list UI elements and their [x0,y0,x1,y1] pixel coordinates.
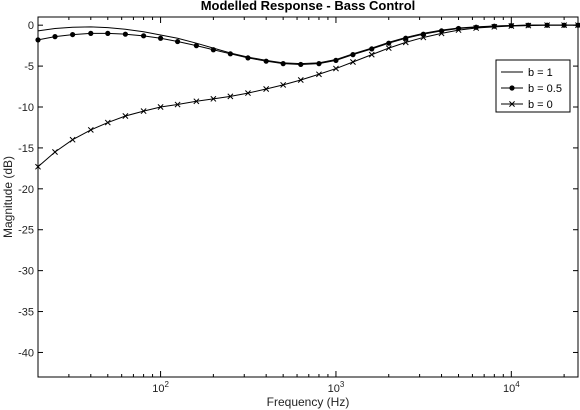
legend-item: b = 0.5 [501,83,562,95]
data-point-x [544,22,551,29]
legend-item: b = 1 [501,67,553,79]
y-axis: 0 -5 -10 -15 -20 -25 -30 -35 -40 [18,20,578,359]
data-point-circle [88,30,94,36]
data-point-x [491,23,498,30]
y-axis-label: Magnitude (dB) [1,156,15,238]
data-point-x [174,101,181,108]
y-tick-label: -35 [18,307,34,319]
y-tick-label: -15 [18,143,34,155]
data-point-circle [174,38,181,45]
data-point-x [157,104,164,110]
data-point-x [104,119,111,126]
data-point-circle [122,31,128,37]
data-point-x [438,30,445,37]
legend-box [495,59,571,113]
data-point-x [280,81,287,88]
data-point-circle [263,58,269,64]
data-point-circle [140,33,147,39]
data-point-x [402,39,409,46]
data-point-circle [316,61,322,67]
data-point-circle [35,37,41,43]
y-tick-label: -25 [18,225,34,237]
data-point-x [509,101,515,107]
data-point-x [473,25,480,31]
data-point-x [87,126,94,133]
data-point-circle [157,35,164,41]
y-tick-label: -40 [18,347,34,359]
data-point-x [316,71,322,78]
data-point-x [561,22,568,29]
data-point-circle [280,61,286,67]
data-point-x [122,113,129,119]
data-point-circle [386,40,392,46]
data-point-x [420,34,427,41]
data-point-circle [69,31,76,38]
data-point-x [35,163,41,170]
data-point-circle [369,46,375,52]
y-tick-label: -5 [24,61,34,73]
data-point-x [332,65,339,72]
series-layer [35,22,580,170]
legend-item: b = 0 [501,99,553,111]
data-point-circle [52,34,58,40]
x-tick-label: 102 [152,380,169,395]
data-point-x [385,45,392,52]
data-point-circle [473,24,479,30]
legend: b = 1 b = 0.5 b = 0 [495,59,571,113]
series-line [37,24,578,168]
data-point-x [227,93,234,100]
data-point-x [69,136,76,143]
data-point-x [263,86,270,92]
legend-label: b = 0.5 [528,83,562,95]
y-tick-label: -20 [18,184,34,196]
data-point-circle [210,47,216,53]
x-tick-exponent: 2 [164,380,169,389]
x-tick-base: 10 [503,383,515,395]
x-tick-label: 104 [503,380,520,395]
data-point-x [508,23,515,29]
chart-title: Modelled Response - Bass Control [201,0,416,13]
data-point-x [140,108,147,115]
data-point-circle [227,51,233,57]
plot-area [37,16,579,378]
data-point-circle [509,85,515,91]
legend-label: b = 1 [528,67,553,79]
x-tick-exponent: 3 [340,380,345,389]
data-point-circle [403,35,409,41]
data-point-circle [245,55,251,61]
data-point-x [455,27,462,34]
data-point-circle [105,30,111,36]
data-point-circle [193,43,199,49]
data-point-x [368,51,375,58]
data-point-circle [350,52,356,58]
y-tick-label: 0 [28,20,34,32]
data-point-circle [333,57,339,63]
series-2 [35,22,580,170]
data-point-circle [298,61,304,68]
data-point-x [297,77,304,83]
series-line [37,24,578,65]
y-tick-label: -10 [18,102,34,114]
data-point-x [193,98,200,105]
x-axis-label: Frequency (Hz) [267,395,350,409]
x-tick-exponent: 4 [515,380,520,389]
x-axis: 102 103 104 [37,17,565,395]
data-point-x [245,90,251,97]
x-tick-label: 103 [328,380,345,395]
y-tick-label: -30 [18,266,34,278]
data-point-x [525,22,532,29]
data-point-x [210,95,217,102]
data-point-x [349,59,356,65]
legend-label: b = 0 [528,99,553,111]
x-tick-base: 10 [328,383,340,395]
x-tick-base: 10 [152,383,164,395]
data-point-x [52,149,58,155]
